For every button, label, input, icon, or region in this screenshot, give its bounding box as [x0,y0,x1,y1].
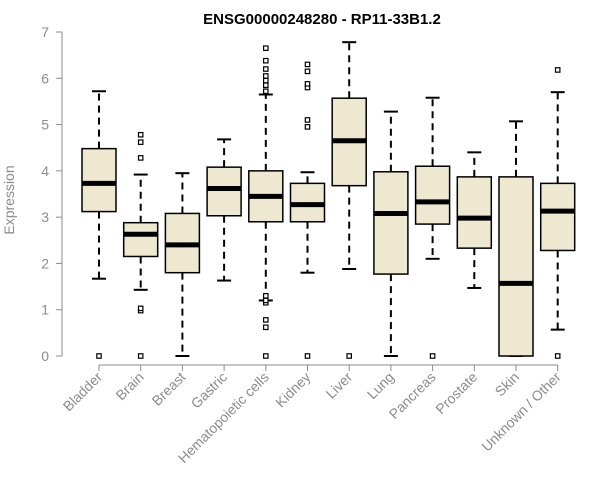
y-tick-label: 6 [41,70,49,86]
outlier-point [263,82,269,89]
box-iqr [539,182,576,252]
box-iqr [206,166,242,217]
outlier-point [263,353,269,359]
box-iqr [373,171,409,275]
y-tick-label: 5 [41,117,49,133]
y-tick-label: 4 [41,163,49,179]
box-bladder [81,90,117,359]
box-iqr [414,165,451,225]
box-lung [373,110,409,357]
outlier-point [304,124,311,130]
box-kidney [289,61,326,359]
box-gastric [206,138,242,282]
outlier-point [137,155,144,161]
outlier-point [554,67,561,73]
x-tick-label: Bladder [60,369,106,415]
outlier-point [263,66,269,72]
outlier-point [304,353,311,359]
x-tick-label: Kidney [272,369,314,411]
outlier-point [263,297,269,304]
box-brain [122,131,159,359]
box-series [81,41,576,359]
outlier-point [554,353,561,359]
outlier-point [304,61,311,68]
box-liver [331,41,367,359]
x-tick-label: Prostate [432,369,480,417]
outlier-point [263,57,269,64]
y-axis-label: Expression [1,165,17,234]
box-iqr [456,176,493,249]
outlier-point [429,353,436,359]
outlier-point [263,293,269,299]
outlier-point [263,73,269,79]
box-iqr [81,147,117,213]
y-tick-label: 0 [41,348,49,364]
outlier-point [137,353,144,359]
box-prostate [456,151,493,289]
y-tick-label: 2 [41,255,49,271]
x-tick-label: Unknown / Other [478,369,564,455]
y-axis: 0 1 2 3 4 5 6 7 [41,24,63,364]
y-tick-label: 3 [41,209,49,225]
box-skin [498,120,534,357]
outlier-point [137,131,144,138]
outlier-point [346,353,353,359]
outlier-point [137,305,144,312]
outlier-point [263,88,269,95]
box-hematopoietic-cells [248,45,284,359]
outlier-point [263,324,269,331]
chart-title: ENSG00000248280 - RP11-33B1.2 [203,11,441,28]
box-breast [164,172,201,357]
y-tick-label: 7 [41,24,49,40]
x-tick-label: Breast [149,369,189,409]
y-tick-label: 1 [41,302,49,318]
box-pancreas [414,96,451,359]
outlier-point [304,117,311,123]
outlier-point [263,77,269,84]
outlier-point [304,81,311,87]
box-iqr [122,221,159,258]
box-iqr [498,176,534,357]
x-tick-label: Skin [492,369,523,400]
outlier-point [137,139,144,145]
x-tick-label: Brain [112,369,146,403]
outlier-point [96,353,102,359]
outlier-point [263,317,269,323]
x-tick-label: Lung [364,369,397,402]
outlier-point [304,68,311,75]
box-unknown-other [539,67,576,359]
outlier-point [263,45,269,52]
x-tick-label: Liver [323,369,356,402]
